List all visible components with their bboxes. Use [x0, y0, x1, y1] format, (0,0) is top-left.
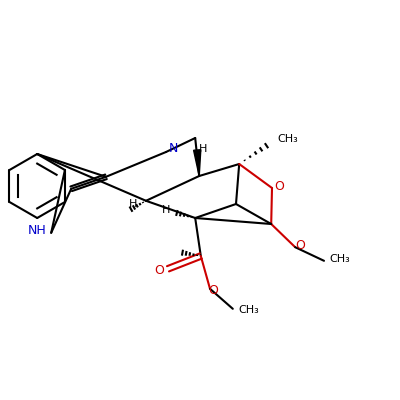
Text: H: H	[199, 144, 207, 154]
Text: CH₃: CH₃	[330, 254, 350, 264]
Text: CH₃: CH₃	[278, 134, 298, 144]
Text: H: H	[162, 205, 170, 215]
Text: N: N	[168, 142, 178, 155]
Text: O: O	[208, 284, 218, 297]
Text: O: O	[274, 180, 284, 193]
Text: CH₃: CH₃	[238, 305, 259, 315]
Text: H: H	[129, 199, 137, 209]
Text: NH: NH	[28, 224, 47, 237]
Text: O: O	[154, 264, 164, 276]
Text: O: O	[295, 239, 305, 252]
Polygon shape	[194, 150, 201, 176]
